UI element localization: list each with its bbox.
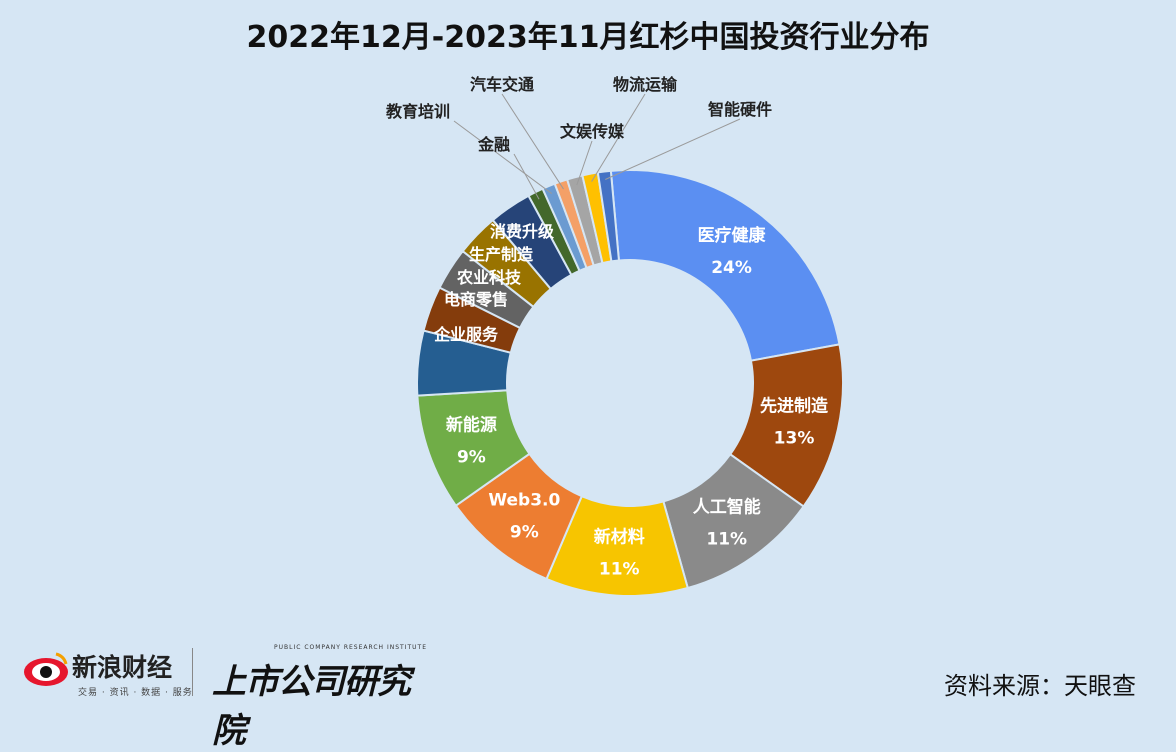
slice-percent-label: 24%	[711, 258, 752, 278]
slice-name-label: 新材料	[594, 527, 645, 548]
institute-logo-text: 上市公司研究院	[212, 662, 411, 751]
slice-percent-label: 9%	[510, 523, 539, 543]
slice-医疗健康	[609, 169, 841, 362]
slice-name-label: 先进制造	[760, 395, 829, 416]
leader-line	[605, 118, 741, 180]
slice-name-label: 智能硬件	[708, 100, 772, 119]
slice-name-label: 企业服务	[433, 325, 499, 344]
slice-name-label: 物流运输	[613, 75, 678, 94]
slice-name-label: 教育培训	[386, 102, 450, 121]
leader-line	[501, 93, 564, 190]
sina-finance-tagline: 交易 · 资讯 · 数据 · 服务	[78, 688, 193, 698]
leader-line	[453, 120, 553, 194]
data-source: 资料来源：天眼查	[944, 672, 1136, 700]
slice-percent-label: 9%	[457, 447, 486, 467]
leader-line	[513, 153, 540, 200]
slice-name-label: 新能源	[446, 414, 497, 435]
slice-name-label: 金融	[477, 135, 510, 154]
slice-name-label: 生产制造	[469, 245, 534, 264]
slice-name-label: 文娱传媒	[560, 122, 625, 141]
donut-chart: 医疗健康 24% 先进制造 13% 人工智能 11% 新材料 11% Web3.0 9% 新能源 9%…	[386, 75, 844, 597]
slice-name-label: 医疗健康	[698, 225, 767, 246]
sina-finance-logo-text: 新浪财经	[72, 653, 173, 682]
footer-logos: 新浪财经 交易 · 资讯 · 数据 · 服务 PUBLIC COMPANY RE…	[22, 640, 442, 751]
leader-line	[576, 140, 593, 186]
slice-name-label: 电商零售	[444, 290, 508, 309]
sina-eye-icon	[24, 652, 68, 686]
slice-name-label: 汽车交通	[470, 75, 534, 94]
chart-title: 2022年12月-2023年11月红杉中国投资行业分布	[246, 20, 930, 55]
logo-divider	[192, 648, 193, 696]
slice-name-label: 农业科技	[456, 268, 522, 287]
leader-line	[591, 93, 646, 182]
slice-percent-label: 11%	[599, 560, 640, 580]
slice-智能硬件	[596, 169, 621, 263]
slice-name-label: Web3.0	[488, 491, 560, 511]
slice-name-label: 消费升级	[490, 222, 555, 241]
slice-percent-label: 13%	[774, 428, 815, 448]
slice-percent-label: 11%	[706, 529, 747, 549]
institute-english-name: PUBLIC COMPANY RESEARCH INSTITUTE	[274, 644, 427, 651]
slice-name-label: 人工智能	[693, 496, 761, 517]
